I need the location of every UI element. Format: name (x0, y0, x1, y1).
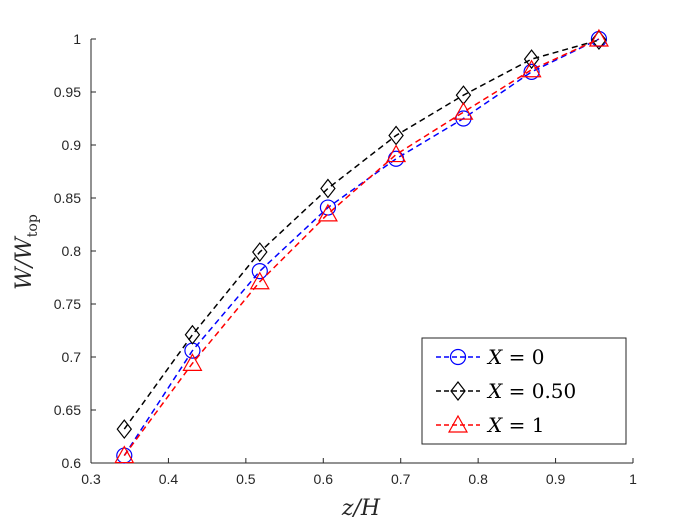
y-tick-label: 1 (73, 31, 81, 47)
data-point (588, 28, 609, 47)
y-tick-label: 0.7 (62, 349, 82, 365)
data-point (116, 419, 133, 440)
legend-entry: X = 0.50 (436, 379, 576, 403)
y-tick-label: 0.75 (54, 296, 81, 312)
data-point (523, 63, 540, 80)
y-tick-label: 0.65 (54, 402, 81, 418)
svg-text:W/Wtop: W/Wtop (12, 214, 41, 290)
x-tick-label: 0.6 (314, 471, 334, 487)
data-point (319, 199, 337, 216)
legend-entry: X = 0 (436, 345, 544, 369)
data-point (386, 144, 407, 163)
data-point (521, 59, 542, 78)
data-point (320, 178, 336, 199)
series-line (123, 38, 600, 456)
data-point (317, 203, 338, 222)
series-line (123, 38, 600, 457)
y-axis-label-subscript: top (25, 214, 41, 237)
x-tick-label: 0.9 (546, 471, 566, 487)
legend-label: X = 0.50 (486, 379, 576, 403)
data-point (252, 242, 268, 263)
data-point (523, 49, 540, 70)
y-tick-label: 0.95 (54, 84, 81, 100)
x-tick-label: 0.3 (81, 471, 101, 487)
series-line (123, 39, 600, 430)
data-point (251, 263, 268, 280)
plot-area: 0.3 0.4 0.5 0.6 0.7 0.8 0.9 1 0.6 0.65 0.7 0.75 0.8 0… (54, 28, 637, 487)
legend: X = 0 X = 0.50 X = 1 (421, 337, 627, 445)
data-point (249, 271, 270, 290)
legend-marker (450, 381, 466, 401)
x-axis-label: z/H (341, 496, 381, 521)
legend-label: X = 0 (486, 345, 544, 369)
y-axis-label: W/Wtop (12, 214, 41, 290)
data-point (114, 445, 135, 464)
x-tick-label: 0.7 (391, 471, 411, 487)
series-diamond (116, 30, 607, 440)
x-tick-label: 0.5 (236, 471, 256, 487)
x-tick-label: 0.8 (468, 471, 488, 487)
data-point (184, 324, 201, 345)
y-axis-label-main: W/W (12, 235, 37, 290)
legend-marker (449, 348, 467, 366)
y-tick-label: 0.8 (62, 243, 82, 259)
data-point (182, 353, 203, 371)
series-triangle (114, 28, 609, 464)
y-tick-label: 0.85 (54, 190, 81, 206)
legend-label: X = 1 (486, 413, 544, 437)
data-point (455, 110, 472, 127)
y-tick-label: 0.6 (62, 455, 82, 471)
x-tick-label: 0.4 (159, 471, 179, 487)
y-tick-label: 0.9 (62, 137, 82, 153)
legend-marker (447, 414, 469, 433)
data-point (453, 101, 474, 120)
data-point (591, 30, 607, 51)
legend-entry: X = 1 (436, 413, 544, 437)
x-tick-label: 1 (629, 471, 637, 487)
